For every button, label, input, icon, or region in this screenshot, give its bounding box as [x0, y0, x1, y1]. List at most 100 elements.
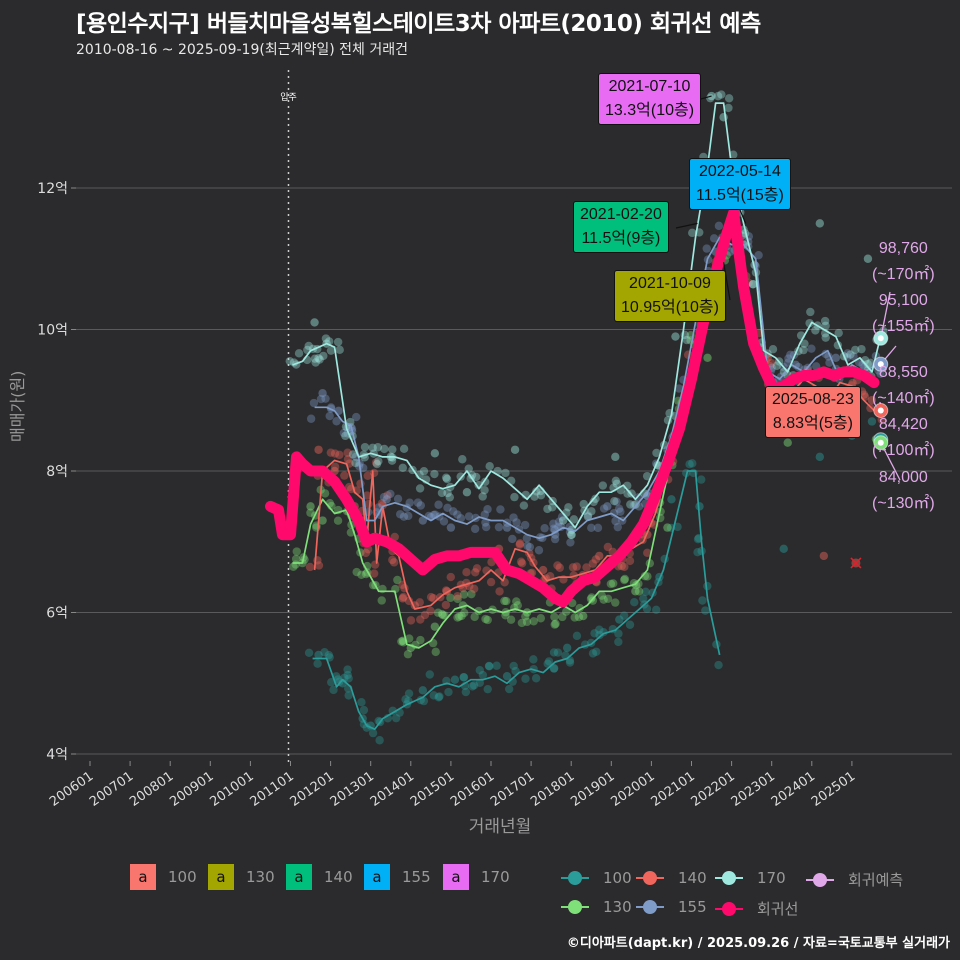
- scatter-point: [388, 706, 397, 715]
- annotation-date: 2021-10-09: [629, 275, 711, 292]
- scatter-point: [714, 660, 723, 670]
- scatter-point: [748, 280, 758, 289]
- scatter-point: [464, 512, 474, 521]
- scatter-point: [574, 612, 584, 622]
- scatter-point: [536, 614, 546, 623]
- scatter-point: [616, 507, 625, 516]
- scatter-point: [420, 610, 430, 620]
- scatter-point: [550, 534, 560, 544]
- scatter-point: [362, 491, 372, 500]
- scatter-point: [558, 516, 568, 525]
- scatter-point: [285, 356, 294, 366]
- x-axis-label: 거래년월: [468, 817, 532, 837]
- scatter-point: [586, 594, 596, 604]
- series-line-155: [314, 236, 877, 540]
- scatter-point: [289, 358, 299, 367]
- scatter-point: [467, 589, 476, 599]
- scatter-point: [562, 643, 572, 653]
- scatter-point: [768, 345, 778, 354]
- prediction-point-center: [877, 335, 884, 342]
- scatter-point: [406, 616, 416, 625]
- scatter-point: [459, 673, 469, 682]
- scatter-point: [344, 691, 353, 700]
- scatter-point: [475, 678, 484, 688]
- scatter-point: [667, 495, 676, 504]
- scatter-point: [799, 345, 808, 355]
- scatter-point: [603, 594, 613, 604]
- scatter-point: [612, 497, 621, 506]
- prediction-point-center: [877, 407, 884, 414]
- scatter-point: [685, 460, 694, 469]
- scatter-point: [811, 326, 820, 335]
- scatter-point: [772, 361, 782, 370]
- scatter-point: [445, 493, 455, 502]
- scatter-point: [595, 630, 604, 640]
- scatter-point: [591, 494, 600, 504]
- scatter-point: [325, 411, 334, 421]
- scatter-point: [643, 572, 652, 581]
- annotation-leader: [739, 209, 747, 224]
- x-tick-label: 201501: [408, 769, 457, 810]
- scatter-point: [558, 612, 567, 622]
- scatter-point: [314, 650, 323, 660]
- scatter-point: [389, 558, 399, 567]
- scatter-point: [320, 489, 330, 498]
- legend-item: 140: [636, 869, 707, 887]
- scatter-point: [368, 728, 378, 738]
- x-tick-label: 201301: [328, 769, 377, 810]
- series-line-130: [292, 261, 725, 649]
- scatter-point: [609, 579, 618, 588]
- scatter-point: [373, 443, 383, 452]
- scatter-point: [613, 522, 622, 532]
- scatter-point: [387, 456, 397, 465]
- scatter-point: [379, 492, 389, 502]
- scatter-point: [344, 674, 353, 683]
- scatter-point: [369, 569, 379, 578]
- scatter-point: [374, 716, 383, 726]
- scatter-point: [316, 394, 326, 404]
- y-tick-label: 6억: [46, 606, 68, 622]
- scatter-point: [695, 502, 704, 511]
- scatter-point: [435, 692, 444, 701]
- scatter-point: [399, 444, 409, 454]
- scatter-point: [502, 523, 512, 532]
- scatter-point: [343, 454, 353, 464]
- scatter-point: [339, 428, 349, 438]
- scatter-point: [530, 492, 539, 501]
- scatter-point: [501, 468, 510, 478]
- scatter-point: [614, 504, 624, 513]
- scatter-point: [343, 665, 352, 674]
- x-tick-label: 200701: [87, 769, 136, 810]
- scatter-point: [522, 534, 532, 543]
- prediction-label-100: 84,420 (~100㎡): [872, 412, 935, 464]
- scatter-point: [399, 592, 408, 602]
- scatter-point: [717, 90, 726, 99]
- scatter-point: [343, 448, 352, 457]
- scatter-point: [335, 345, 344, 355]
- scatter-point: [550, 620, 559, 629]
- scatter-point: [506, 615, 516, 624]
- scatter-point: [320, 648, 329, 657]
- scatter-point: [567, 530, 576, 540]
- chart-subtitle: 2010-08-16 ~ 2025-09-19(최근계약일) 전체 거래건: [76, 42, 408, 58]
- scatter-point: [472, 564, 482, 573]
- scatter-point: [318, 516, 327, 525]
- prediction-point-center: [877, 361, 884, 368]
- scatter-point: [426, 592, 436, 602]
- scatter-point: [866, 403, 875, 413]
- scatter-point: [783, 438, 792, 447]
- scatter-point: [502, 671, 512, 681]
- prediction-area-text: ~170㎡: [877, 266, 930, 283]
- scatter-point: [568, 563, 578, 572]
- scatter-point: [326, 346, 336, 355]
- scatter-point: [807, 344, 816, 353]
- scatter-point: [784, 354, 793, 363]
- annotation-price: 13.3억(10층): [605, 102, 695, 119]
- scatter-point: [631, 580, 641, 590]
- scatter-point: [565, 656, 575, 665]
- scatter-point: [305, 562, 315, 572]
- scatter-point: [598, 481, 608, 490]
- scatter-point: [595, 625, 604, 634]
- x-tick-label: 202101: [649, 769, 698, 810]
